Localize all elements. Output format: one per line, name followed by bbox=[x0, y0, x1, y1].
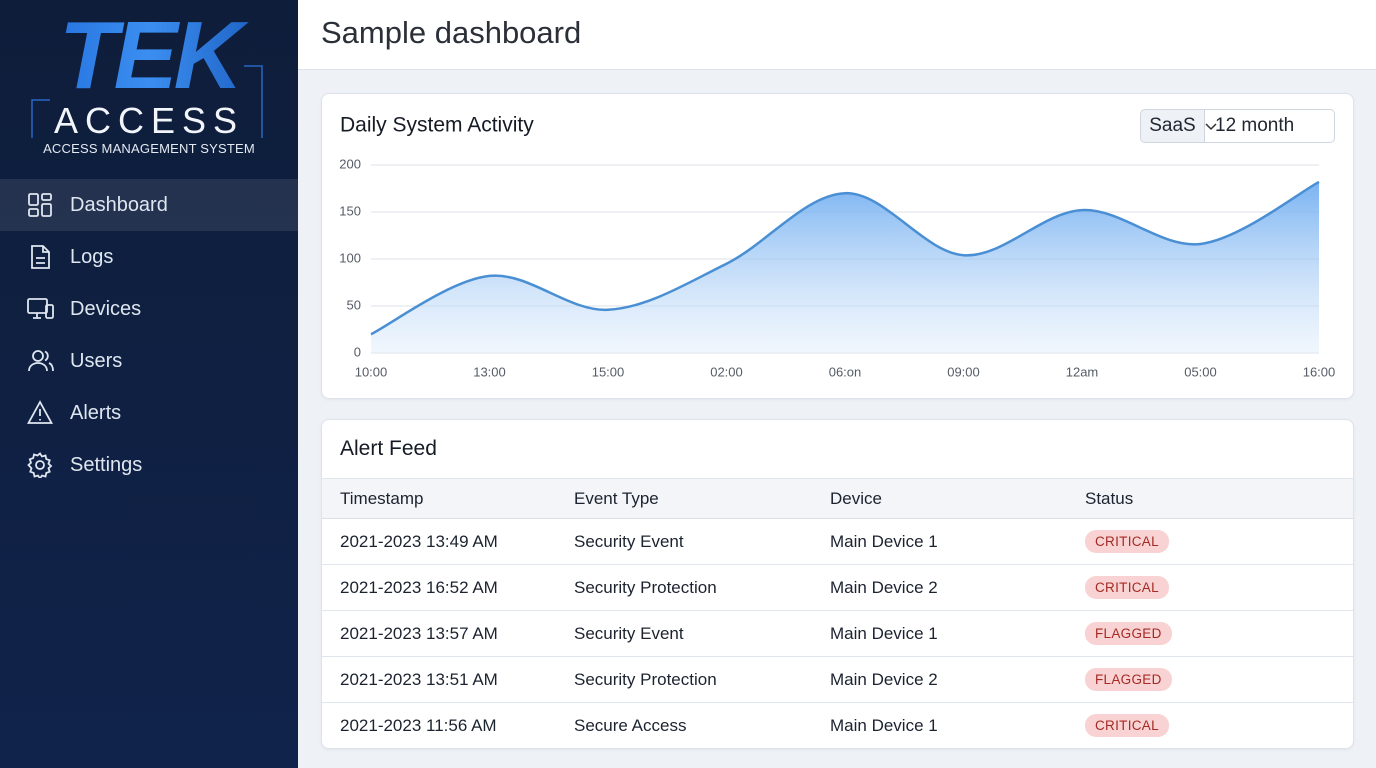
chart-card: Daily System Activity 0 50 100 150 200 10:00 1… bbox=[321, 93, 1354, 399]
nav-label: Logs bbox=[70, 245, 114, 268]
table-header: Timestamp Event Type Device Status bbox=[322, 478, 1353, 519]
y-tick-label: 200 bbox=[339, 156, 361, 171]
column-header: Event Type bbox=[574, 478, 830, 519]
nav-label: Dashboard bbox=[70, 193, 168, 216]
table-cell: Security Protection bbox=[574, 656, 830, 703]
y-tick-label: 150 bbox=[339, 203, 361, 218]
x-tick-label: 06:on bbox=[829, 364, 862, 379]
table-cell: Security Event bbox=[574, 518, 830, 565]
column-header: Timestamp bbox=[322, 478, 574, 519]
y-tick-label: 0 bbox=[354, 344, 361, 359]
y-tick-label: 100 bbox=[339, 250, 361, 265]
x-tick-label: 15:00 bbox=[592, 364, 625, 379]
range-select[interactable]: 12 month bbox=[1204, 109, 1335, 143]
feed-title: Alert Feed bbox=[340, 437, 437, 460]
nav-item[interactable]: Devices bbox=[0, 283, 298, 335]
table-body: 2021-2023 13:49 AM Security Event Main Dev… bbox=[322, 518, 1353, 749]
table-cell: 2021-2023 11:56 AM bbox=[340, 715, 497, 735]
table-cell: Security Event bbox=[574, 610, 830, 657]
status-badge: CRITICAL bbox=[1085, 714, 1169, 737]
table-cell: Main Device 2 bbox=[830, 656, 1085, 703]
logo-mark: TEK bbox=[0, 6, 298, 106]
sidebar: TEK ACCESS ACCESS MANAGEMENT SYSTEM Dash… bbox=[0, 0, 298, 768]
nav-item[interactable]: Settings bbox=[0, 439, 298, 491]
icon-logs bbox=[31, 245, 50, 269]
table-cell: Main Device 2 bbox=[830, 564, 1085, 611]
chart-title: Daily System Activity bbox=[340, 114, 534, 137]
column-header: Status bbox=[1085, 478, 1353, 519]
chevron bbox=[1205, 123, 1217, 131]
x-tick-label: 09:00 bbox=[947, 364, 980, 379]
nav-item[interactable]: Users bbox=[0, 335, 298, 387]
icon-devices bbox=[27, 298, 54, 319]
status-cell: FLAGGED bbox=[1085, 656, 1353, 703]
logo-name: ACCESS bbox=[53, 100, 245, 141]
source-select[interactable]: SaaS bbox=[1140, 109, 1205, 143]
logo-tagline: ACCESS MANAGEMENT SYSTEM bbox=[43, 141, 255, 156]
status-cell: FLAGGED bbox=[1085, 610, 1353, 657]
nav-label: Devices bbox=[70, 297, 142, 320]
source-label: SaaS bbox=[1149, 115, 1196, 136]
y-tick-label: 50 bbox=[347, 297, 361, 312]
status-cell: CRITICAL bbox=[1085, 703, 1353, 749]
alert-feed-card: Alert Feed Timestamp Event Type Device Stat… bbox=[321, 419, 1354, 749]
table-cell: Main Device 1 bbox=[830, 610, 1085, 657]
table-cell: 2021-2023 16:52 AM bbox=[322, 564, 574, 611]
chart: Daily System Activity 0 50 100 150 200 10:00 1… bbox=[339, 114, 1336, 380]
table-row: 2021-2023 13:49 AM Security Event Main Dev… bbox=[322, 518, 1353, 565]
status-badge: CRITICAL bbox=[1085, 530, 1169, 553]
logo-frame bbox=[31, 65, 263, 138]
x-tick-label: 12am bbox=[1066, 364, 1099, 379]
status-badge: CRITICAL bbox=[1085, 576, 1169, 599]
x-tick-label: 16:00 bbox=[1303, 364, 1336, 379]
status-cell: CRITICAL bbox=[1085, 518, 1353, 565]
icon-settings bbox=[27, 452, 53, 478]
icon-dashboard bbox=[28, 193, 52, 217]
nav-label: Settings bbox=[70, 453, 143, 476]
header: Sample dashboard bbox=[298, 0, 1376, 70]
table-cell: 2021-2023 13:57 AM bbox=[322, 610, 574, 657]
x-tick-label: 05:00 bbox=[1184, 364, 1217, 379]
alert-table: Timestamp Event Type Device Status 2021-202… bbox=[322, 478, 1353, 748]
page-title: Sample dashboard bbox=[321, 15, 582, 50]
table-cell: Main Device 1 bbox=[830, 715, 938, 735]
table-cell: Main Device 1 bbox=[830, 518, 1085, 565]
nav-item[interactable]: Dashboard bbox=[0, 179, 298, 231]
table-cell: 2021-2023 13:51 AM bbox=[322, 656, 574, 703]
x-tick-label: 02:00 bbox=[710, 364, 743, 379]
range-label: 12 month bbox=[1215, 115, 1295, 136]
table-row: 2021-2023 13:57 AM Security Event Main Dev… bbox=[322, 610, 1353, 657]
icon-alerts bbox=[27, 400, 53, 424]
x-tick-label: 10:00 bbox=[355, 364, 388, 379]
status-badge: FLAGGED bbox=[1085, 622, 1172, 645]
nav-item[interactable]: Logs bbox=[0, 231, 298, 283]
status-cell: CRITICAL bbox=[1085, 564, 1353, 611]
status-badge: FLAGGED bbox=[1085, 668, 1172, 691]
table-cell: 2021-2023 13:49 AM bbox=[322, 518, 574, 565]
icon-users bbox=[28, 350, 54, 372]
table-row: 2021-2023 11:56 AM Secure Access Main Devi… bbox=[322, 703, 1353, 749]
table-cell: Secure Access bbox=[574, 715, 687, 735]
nav-label: Alerts bbox=[70, 401, 122, 424]
area-line bbox=[370, 180, 1320, 336]
nav-item[interactable]: Alerts bbox=[0, 387, 298, 439]
x-tick-label: 13:00 bbox=[473, 364, 506, 379]
table-row: 2021-2023 13:51 AM Security Protection Mai… bbox=[322, 656, 1353, 703]
table-cell: Security Protection bbox=[574, 564, 830, 611]
nav-label: Users bbox=[70, 349, 123, 372]
table-row: 2021-2023 16:52 AM Security Protection Mai… bbox=[322, 564, 1353, 611]
area-fill bbox=[371, 181, 1319, 353]
column-header: Device bbox=[830, 478, 1085, 519]
